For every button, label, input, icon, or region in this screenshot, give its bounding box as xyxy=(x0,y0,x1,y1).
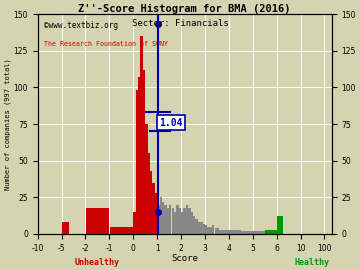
Bar xyxy=(62,222,69,234)
Bar xyxy=(179,208,181,234)
Bar xyxy=(200,222,203,234)
Bar xyxy=(198,222,200,234)
Bar xyxy=(155,193,157,234)
Bar xyxy=(162,202,164,234)
Bar xyxy=(210,227,212,234)
Bar xyxy=(212,225,215,234)
Bar xyxy=(165,205,167,234)
Text: 1.04: 1.04 xyxy=(159,118,183,128)
Bar xyxy=(138,77,140,234)
Bar xyxy=(167,208,169,234)
Bar xyxy=(174,212,176,234)
Bar xyxy=(150,171,152,234)
Bar xyxy=(86,208,109,234)
Text: Sector: Financials: Sector: Financials xyxy=(132,19,228,28)
Bar xyxy=(222,230,224,234)
Bar xyxy=(159,197,162,234)
Text: Unhealthy: Unhealthy xyxy=(75,258,120,267)
Bar xyxy=(136,90,138,234)
Bar xyxy=(181,212,184,234)
X-axis label: Score: Score xyxy=(171,254,198,263)
Bar xyxy=(169,205,171,234)
Bar xyxy=(193,216,195,234)
Bar xyxy=(205,225,207,234)
Y-axis label: Number of companies (997 total): Number of companies (997 total) xyxy=(4,58,11,190)
Bar xyxy=(217,228,219,234)
Bar xyxy=(157,205,159,234)
Title: Z''-Score Histogram for BMA (2016): Z''-Score Histogram for BMA (2016) xyxy=(78,4,291,14)
Bar xyxy=(143,70,145,234)
Bar xyxy=(191,212,193,234)
Bar xyxy=(188,208,190,234)
Bar xyxy=(277,216,283,234)
Text: Healthy: Healthy xyxy=(294,258,329,267)
Bar xyxy=(253,231,265,234)
Text: ©www.textbiz.org: ©www.textbiz.org xyxy=(44,21,118,30)
Bar xyxy=(148,153,150,234)
Bar xyxy=(207,227,210,234)
Bar xyxy=(241,231,253,234)
Bar xyxy=(145,124,148,234)
Bar xyxy=(215,228,217,234)
Bar xyxy=(176,205,179,234)
Bar xyxy=(219,230,222,234)
Bar xyxy=(195,219,198,234)
Bar xyxy=(265,230,276,234)
Bar xyxy=(152,183,155,234)
Bar xyxy=(171,208,174,234)
Bar xyxy=(229,230,241,234)
Bar xyxy=(133,212,136,234)
Bar xyxy=(224,230,226,234)
Text: The Research Foundation of SUNY: The Research Foundation of SUNY xyxy=(44,40,167,46)
Bar xyxy=(109,227,133,234)
Bar xyxy=(184,208,186,234)
Bar xyxy=(140,36,143,234)
Bar xyxy=(186,205,188,234)
Bar xyxy=(203,224,205,234)
Bar xyxy=(226,230,229,234)
